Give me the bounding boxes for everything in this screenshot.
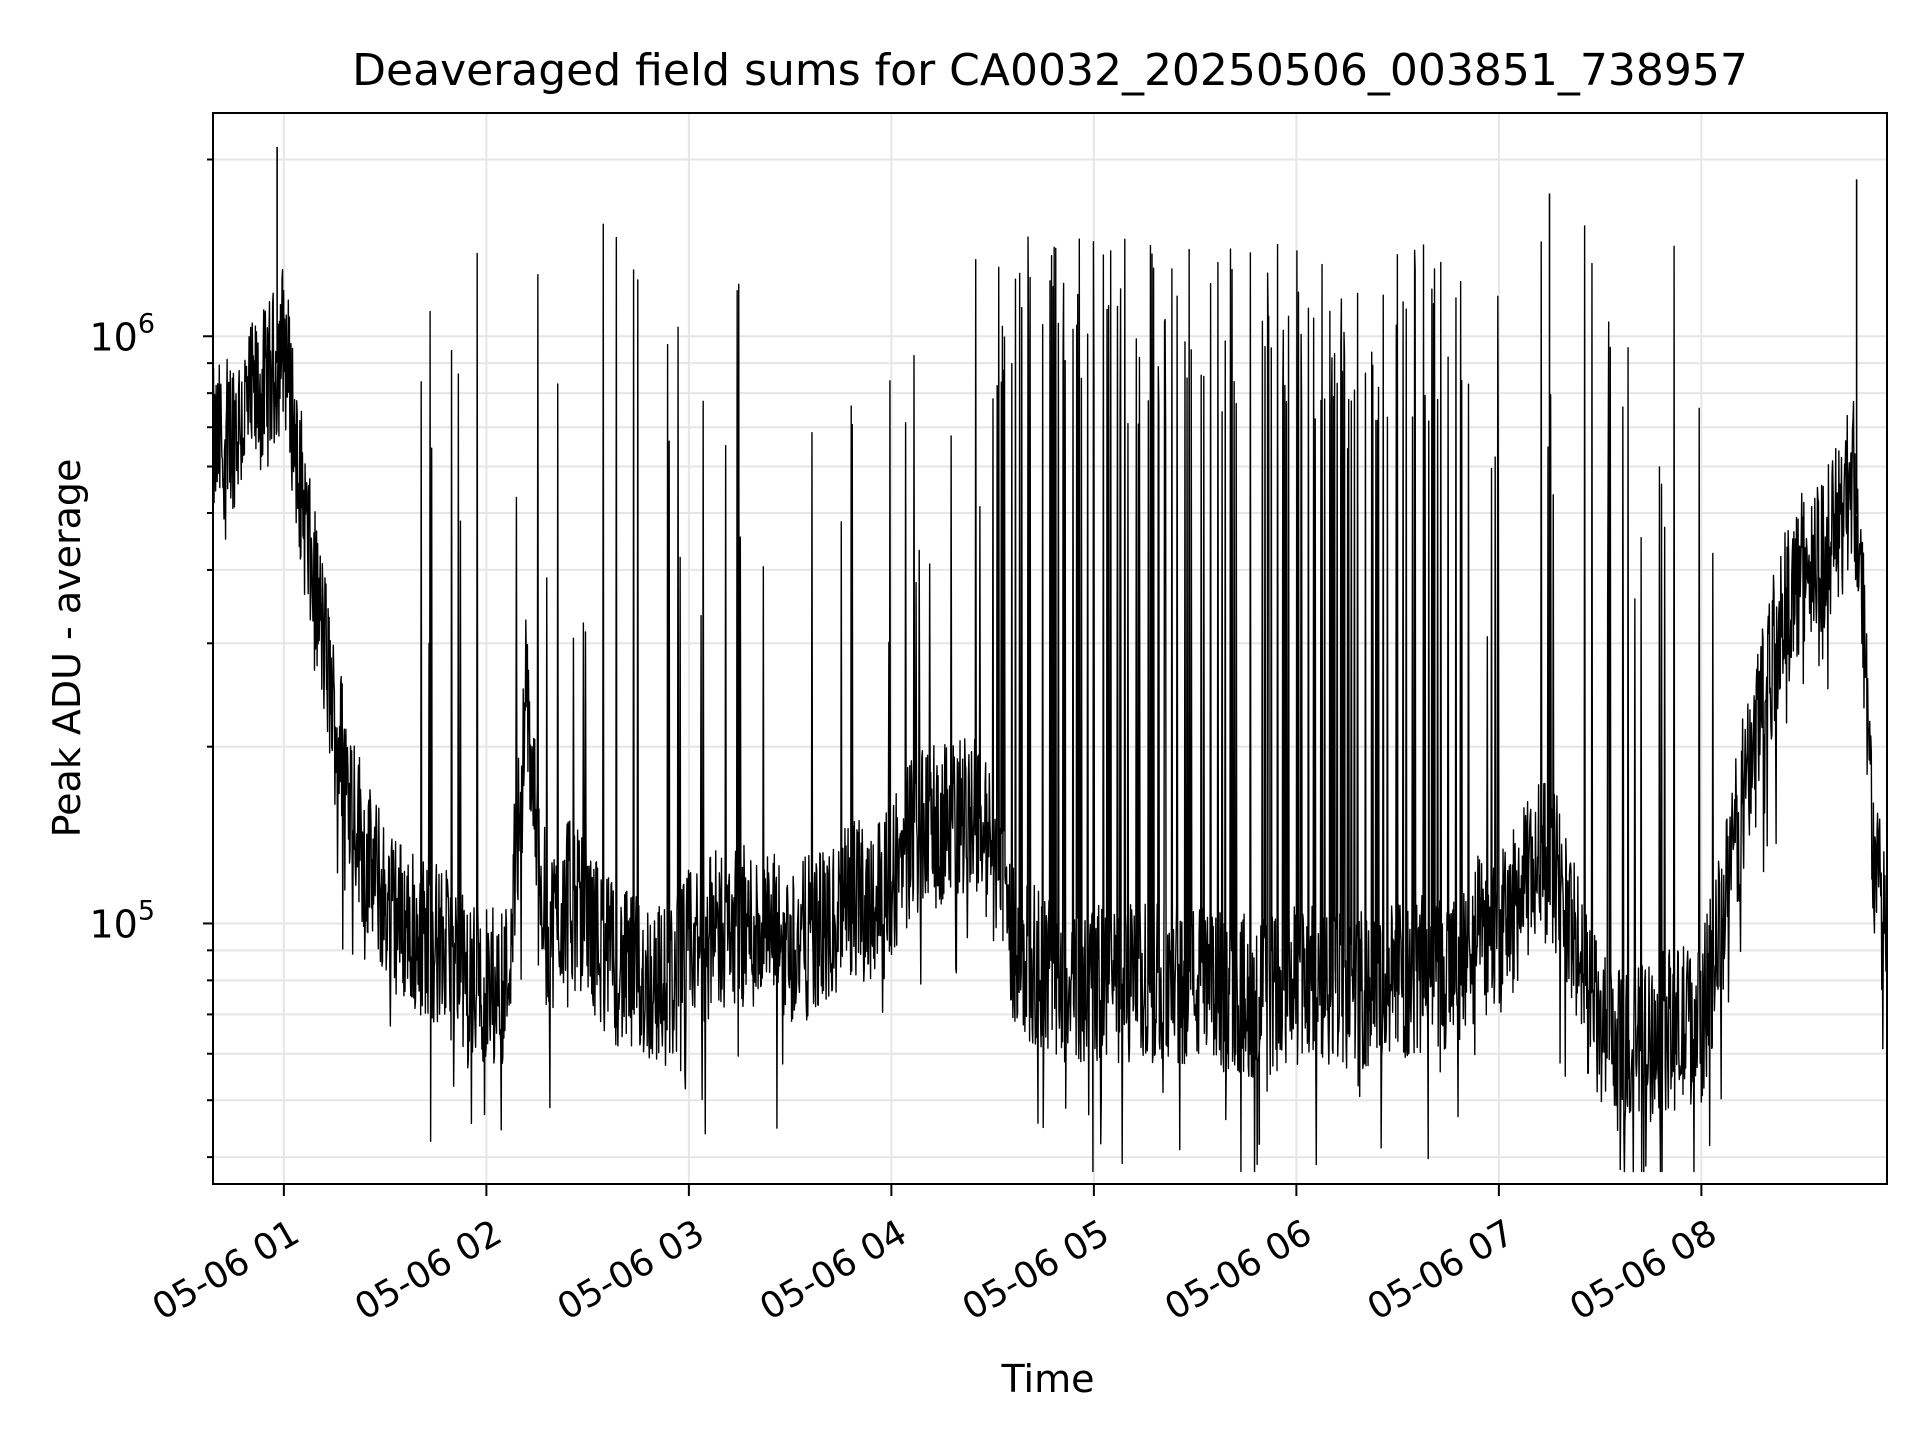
x-tick-label: 05-06 04	[753, 1212, 914, 1328]
x-tick-label: 05-06 02	[348, 1212, 509, 1328]
y-tick-label-exponent: 6	[138, 308, 155, 339]
y-tick-label-base: 10	[89, 315, 137, 359]
x-tick-label: 05-06 08	[1563, 1212, 1724, 1328]
series-layer	[212, 147, 1888, 1173]
x-tick-label: 05-06 05	[956, 1212, 1117, 1328]
y-tick-label: 106	[89, 308, 155, 359]
y-tick-label-exponent: 5	[138, 895, 155, 926]
x-tick-label: 05-06 07	[1361, 1212, 1522, 1328]
y-tick-label-base: 10	[89, 902, 137, 946]
y-axis-label: Peak ADU - average	[45, 459, 89, 838]
x-axis-label: Time	[1001, 1357, 1095, 1401]
series-line	[212, 223, 1888, 1173]
chart-title: Deaveraged field sums for CA0032_2025050…	[352, 45, 1748, 96]
plot-frame	[212, 112, 1888, 1185]
y-tick-label: 105	[89, 895, 155, 946]
x-tick-label: 05-06 06	[1158, 1212, 1319, 1328]
x-tick-label: 05-06 01	[146, 1212, 307, 1328]
x-tick-label: 05-06 03	[551, 1212, 712, 1328]
